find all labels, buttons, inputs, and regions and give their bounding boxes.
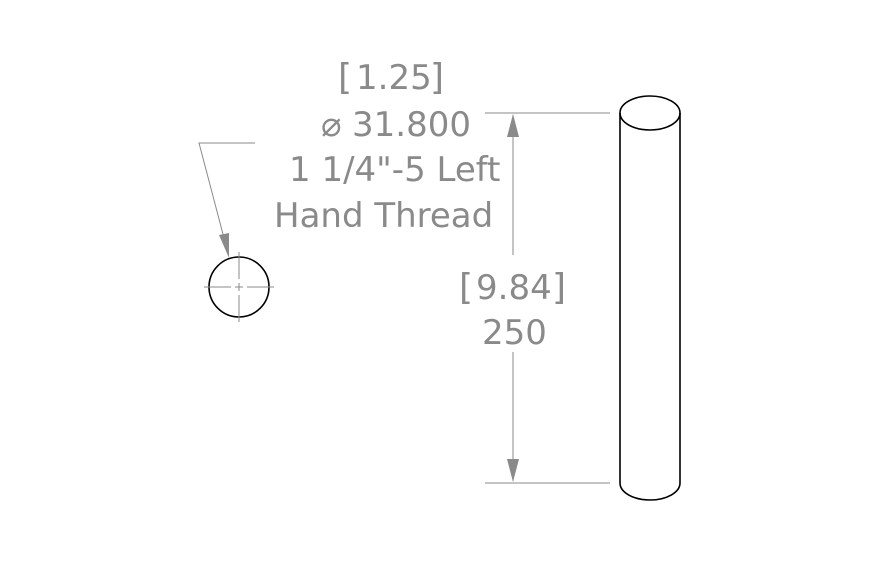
leader-arrowhead — [219, 233, 229, 258]
thread-spec-line2: Hand Thread — [274, 196, 493, 236]
rod-top-face — [619, 95, 681, 131]
metric-diameter-value: 31.800 — [352, 105, 471, 145]
imperial-diameter-value: 1.25 — [356, 58, 432, 98]
dimension-arrow-bottom — [507, 459, 519, 482]
metric-length-value: 250 — [482, 313, 547, 353]
rod-side-view — [619, 95, 681, 501]
end-view — [204, 252, 274, 322]
diameter-symbol: ⌀ — [321, 105, 341, 145]
imperial-length-bracket-left: [ — [459, 267, 473, 308]
imperial-length-value: 9.84 — [476, 268, 552, 308]
dimension-arrow-top — [507, 114, 519, 137]
callout-leader — [198, 142, 255, 258]
length-dimension: [ 9.84 ] 250 — [459, 112, 610, 484]
thread-callout: [ 1.25 ] ⌀ 31.800 1 1/4"-5 Left Hand Thr… — [274, 57, 500, 236]
imperial-diameter-bracket-right: ] — [430, 57, 444, 98]
imperial-diameter-bracket-left: [ — [338, 57, 352, 98]
center-mark — [204, 252, 274, 322]
rod-bottom-edge — [619, 482, 681, 501]
leader-line — [198, 142, 255, 239]
imperial-length-bracket-right: ] — [552, 267, 566, 308]
thread-spec-line1: 1 1/4"-5 Left — [289, 150, 500, 190]
